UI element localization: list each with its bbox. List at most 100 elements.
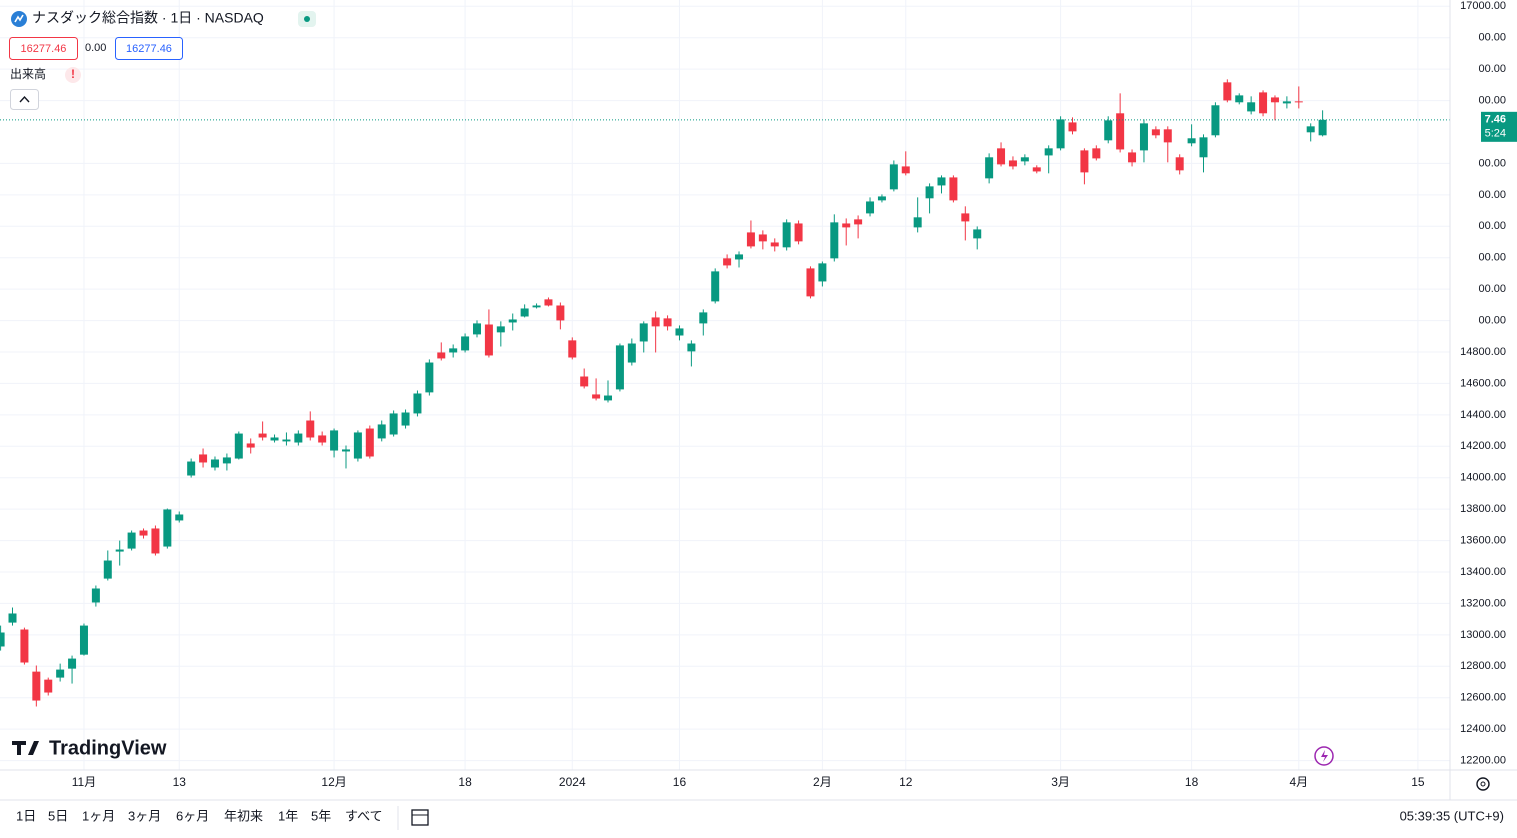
y-tick-label: 17000.00: [1460, 0, 1506, 12]
candle-body: [425, 362, 434, 393]
range-button[interactable]: すべて: [345, 808, 383, 823]
candle-body: [746, 232, 755, 247]
logo-icon: [12, 741, 39, 755]
candle-body: [866, 201, 875, 214]
range-button[interactable]: 5年: [311, 808, 331, 823]
candle-body: [270, 437, 279, 441]
candle-body: [1092, 148, 1101, 159]
candle-body: [1175, 157, 1184, 171]
price-box: [115, 37, 183, 60]
candle-body: [1151, 129, 1160, 136]
y-tick-label: 00.00: [1478, 32, 1506, 44]
candles-layer: [0, 79, 1450, 707]
candle-body: [1020, 157, 1029, 162]
x-tick-label: 16: [673, 775, 687, 789]
candle-body: [199, 454, 208, 463]
candle-body: [0, 632, 5, 647]
y-tick-label: 13000.00: [1460, 629, 1506, 641]
candle-body: [1116, 113, 1125, 150]
range-button[interactable]: 1ヶ月: [82, 808, 115, 823]
candle-body: [949, 177, 958, 201]
y-tick-label: 14600.00: [1460, 377, 1506, 389]
candle-body: [1008, 160, 1017, 167]
range-button[interactable]: 3ヶ月: [128, 808, 161, 823]
range-button[interactable]: 年初来: [224, 808, 263, 823]
candle-body: [258, 433, 267, 438]
price-box: [9, 37, 78, 60]
y-tick-label: 00.00: [1478, 283, 1506, 295]
candle-body: [1032, 167, 1041, 172]
candle-body: [794, 223, 803, 242]
x-tick-label: 15: [1411, 775, 1425, 789]
candle-body: [341, 449, 350, 452]
symbol-title[interactable]: ナスダック総合指数 · 1日 · NASDAQ: [32, 10, 264, 26]
candle-body: [246, 443, 255, 448]
candle-body: [508, 319, 517, 323]
candle-body: [735, 254, 744, 260]
y-tick-label: 13400.00: [1460, 566, 1506, 578]
candle-body: [901, 166, 910, 174]
collapse-button[interactable]: [10, 89, 39, 110]
clock[interactable]: 05:39:35 (UTC+9): [1400, 808, 1504, 823]
candle-body: [163, 509, 172, 547]
candle-body: [44, 679, 53, 693]
candle-body: [592, 394, 601, 399]
candle-body: [556, 305, 565, 321]
chevron-icon: [19, 95, 30, 103]
candle-body: [544, 299, 553, 306]
x-tick-label: 2月: [813, 775, 832, 789]
range-button[interactable]: 1年: [278, 808, 298, 823]
candle-body: [675, 328, 684, 336]
x-tick-label: 18: [458, 775, 472, 789]
change: 0.00: [85, 42, 106, 54]
candle-body: [79, 625, 88, 655]
candle-body: [1223, 82, 1232, 101]
candle-body: [806, 268, 815, 297]
candle-body: [580, 376, 589, 387]
candle-body: [1235, 95, 1244, 103]
candle-body: [175, 514, 184, 521]
volume-label[interactable]: 出来高: [10, 67, 46, 81]
candle-body: [842, 223, 851, 228]
candle-body: [1044, 148, 1053, 156]
candle-body: [830, 222, 839, 259]
y-tick-label: 14800.00: [1460, 346, 1506, 358]
candle-body: [1080, 150, 1089, 173]
candle-body: [1056, 119, 1065, 149]
y-tick-label: 00.00: [1478, 94, 1506, 106]
candle-body: [318, 435, 327, 443]
y-tick-label: 12600.00: [1460, 692, 1506, 704]
candle-body: [377, 424, 386, 439]
candle-body: [889, 164, 898, 190]
candle-body: [437, 352, 446, 359]
candle-body: [294, 433, 303, 443]
candle-body: [711, 271, 720, 302]
candle-body: [1068, 122, 1077, 132]
candle-body: [1104, 120, 1113, 141]
candle-body: [127, 532, 136, 549]
candle-body: [8, 613, 17, 623]
candle-body: [282, 439, 291, 442]
candle-body: [401, 412, 410, 426]
candle-body: [961, 213, 970, 222]
candle-body: [770, 242, 779, 247]
candle-body: [1318, 119, 1327, 136]
candle-body: [1270, 97, 1279, 103]
candle-body: [151, 528, 160, 554]
candle-body: [496, 326, 505, 333]
warning-icon[interactable]: [65, 67, 81, 83]
settings-icon[interactable]: [1476, 777, 1490, 791]
date-range-icon[interactable]: [411, 809, 429, 826]
range-button[interactable]: 6ヶ月: [176, 808, 209, 823]
candle-body: [353, 432, 362, 459]
candle-body: [1199, 137, 1208, 158]
symbol-icon-glyph: [14, 14, 24, 23]
candle-body: [68, 658, 77, 669]
range-button[interactable]: 5日: [48, 808, 68, 823]
range-button[interactable]: 1日: [16, 808, 36, 823]
candle-body: [723, 258, 732, 266]
candle-body: [687, 343, 696, 352]
y-tick-label: 00.00: [1478, 157, 1506, 169]
